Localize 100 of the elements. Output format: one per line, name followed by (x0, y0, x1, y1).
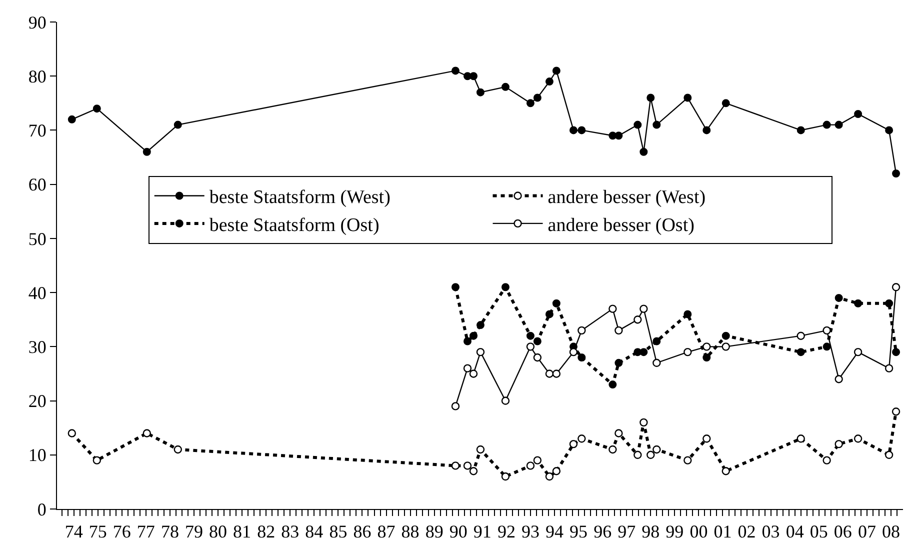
point (892, 283, 900, 292)
x-tick-label: 91 (473, 522, 492, 542)
x-tick-label: 90 (449, 522, 468, 542)
point (634, 450, 642, 459)
point (569, 440, 578, 448)
x-tick-label: 93 (521, 522, 540, 542)
point (822, 342, 831, 351)
point (640, 304, 648, 313)
point (501, 396, 510, 405)
point (463, 462, 472, 470)
point (552, 370, 561, 378)
point (854, 434, 862, 443)
y-tick-label: 10 (28, 445, 46, 466)
x-tick-label: 04 (786, 522, 804, 542)
point (552, 66, 560, 75)
x-tick-label: 75 (88, 522, 107, 542)
point (569, 126, 578, 134)
point (652, 445, 661, 454)
point (68, 429, 76, 438)
point (451, 402, 460, 410)
point (822, 120, 831, 129)
y-tick-label: 60 (28, 174, 46, 195)
x-tick-label: 06 (834, 522, 852, 542)
point (796, 348, 805, 356)
legend-label: andere besser (Ost) (548, 214, 694, 236)
point (834, 120, 843, 129)
point (464, 337, 472, 346)
x-tick-label: 87 (377, 522, 396, 542)
point (634, 316, 642, 324)
x-tick-label: 85 (329, 522, 348, 542)
point (501, 82, 510, 91)
point (545, 370, 554, 378)
point (854, 299, 862, 308)
point (526, 99, 534, 108)
point (640, 148, 648, 156)
x-tick-label: 84 (305, 522, 324, 542)
point (451, 66, 460, 75)
point (646, 94, 655, 102)
legend-label: beste Staatsform (Ost) (209, 214, 380, 236)
y-tick-label: 40 (28, 282, 46, 303)
point (533, 353, 542, 362)
point (722, 99, 730, 108)
x-tick-label: 82 (257, 522, 276, 542)
point (684, 348, 692, 356)
point (614, 132, 623, 140)
point (684, 456, 692, 464)
x-tick-label: 94 (546, 522, 564, 542)
legend-label: beste Staatsform (West) (209, 187, 390, 208)
point (796, 332, 805, 340)
point (545, 472, 554, 481)
point (174, 445, 182, 454)
point (640, 418, 648, 427)
point (476, 321, 484, 330)
point (608, 304, 617, 313)
x-tick-label: 08 (882, 522, 900, 542)
point (578, 126, 586, 134)
point (469, 370, 478, 378)
point (652, 358, 661, 367)
point (892, 408, 900, 416)
point (533, 456, 542, 464)
point (451, 462, 460, 470)
point (684, 94, 692, 102)
point (92, 456, 101, 464)
point (834, 375, 843, 384)
point (463, 364, 472, 372)
point (608, 380, 617, 389)
legend-label: andere besser (West) (548, 187, 706, 208)
x-tick-label: 07 (858, 522, 876, 542)
point (634, 120, 642, 129)
x-tick-label: 05 (810, 522, 828, 542)
point (470, 72, 478, 80)
x-tick-label: 79 (184, 522, 203, 542)
x-tick-label: 86 (353, 522, 372, 542)
x-tick-label: 81 (233, 522, 252, 542)
y-tick-label: 90 (28, 12, 46, 32)
x-tick-label: 76 (112, 522, 131, 542)
y-tick-label: 50 (28, 228, 46, 249)
point (533, 94, 542, 102)
point (722, 467, 730, 476)
point (892, 170, 900, 178)
point (822, 326, 831, 335)
x-tick-label: 97 (618, 522, 636, 542)
point (854, 110, 862, 118)
point (822, 456, 831, 464)
point (451, 283, 460, 292)
x-tick-label: 96 (594, 522, 612, 542)
x-tick-label: 77 (136, 522, 155, 542)
point (533, 337, 542, 346)
x-tick-label: 74 (64, 522, 83, 542)
point (470, 332, 478, 340)
point (796, 126, 805, 134)
point (552, 467, 561, 476)
x-tick-label: 99 (666, 522, 684, 542)
point (526, 342, 535, 351)
point (796, 434, 805, 443)
point (684, 310, 692, 318)
point (646, 450, 655, 459)
x-tick-label: 95 (570, 522, 588, 542)
y-tick-label: 80 (28, 66, 46, 86)
point (834, 440, 843, 448)
